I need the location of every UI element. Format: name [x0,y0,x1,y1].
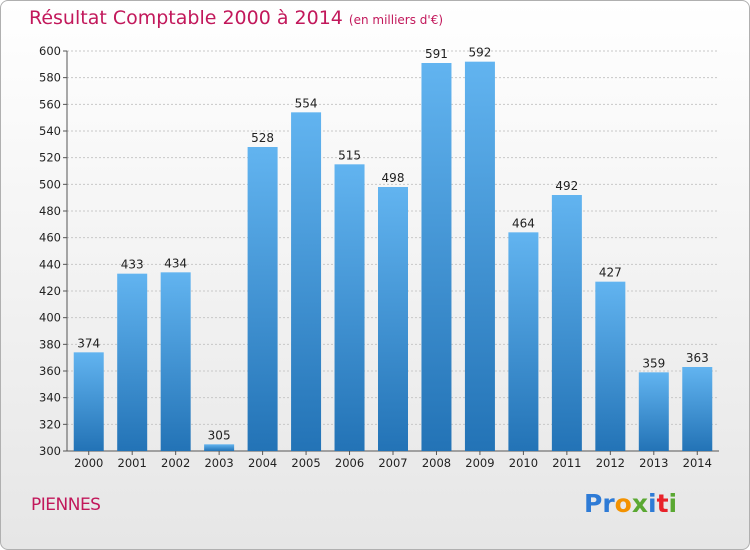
x-tick-label: 2005 [291,456,320,470]
chart-title-row: Résultat Comptable 2000 à 2014 (en millie… [29,7,443,29]
x-tick-label: 2009 [465,456,494,470]
data-label-2005: 554 [295,96,318,110]
chart-title: Résultat Comptable 2000 à 2014 [29,7,343,29]
bar-2003 [204,444,235,451]
x-tick-label: 2013 [639,456,668,470]
bar-2008 [421,63,452,451]
data-label-2002: 434 [164,256,187,270]
data-label-2010: 464 [512,216,535,230]
y-tick-label: 400 [39,311,61,325]
x-tick-label: 2001 [118,456,147,470]
x-tick-label: 2011 [552,456,581,470]
x-tick-label: 2014 [683,456,712,470]
data-label-2011: 492 [555,179,578,193]
bar-2013 [638,372,669,451]
x-tick-label: 2000 [74,456,103,470]
city-name: PIENNES [31,495,101,515]
y-tick-label: 560 [39,97,61,111]
y-tick-label: 340 [39,391,61,405]
y-tick-label: 460 [39,231,61,245]
bar-2006 [334,164,365,452]
bar-2009 [464,61,495,452]
bar-2010 [508,232,539,451]
x-tick-label: 2002 [161,456,190,470]
bar-2004 [247,147,278,451]
y-tick-label: 600 [39,44,61,58]
y-tick-label: 480 [39,204,61,218]
data-label-2013: 359 [642,356,665,370]
bar-2002 [160,272,191,451]
data-label-2006: 515 [338,148,361,162]
bar-2014 [682,367,713,451]
data-label-2001: 433 [121,258,144,272]
bar-2000 [73,352,104,451]
y-tick-label: 520 [39,151,61,165]
y-tick-label: 380 [39,337,61,351]
data-label-2000: 374 [77,336,100,350]
bar-2005 [291,112,322,451]
y-tick-label: 580 [39,71,61,85]
data-label-2008: 591 [425,47,448,61]
data-label-2009: 592 [468,46,491,60]
x-tick-label: 2003 [204,456,233,470]
data-label-2003: 305 [208,428,231,442]
y-tick-label: 500 [39,177,61,191]
y-tick-label: 540 [39,124,61,138]
y-tick-label: 420 [39,284,61,298]
y-tick-label: 300 [39,444,61,458]
bar-2011 [551,195,582,451]
x-tick-label: 2007 [378,456,407,470]
x-tick-label: 2012 [596,456,625,470]
x-tick-label: 2006 [335,456,364,470]
y-tick-label: 320 [39,417,61,431]
data-label-2007: 498 [382,171,405,185]
bar-2012 [595,281,626,451]
chart-subtitle: (en milliers d'€) [348,13,444,27]
x-tick-label: 2008 [422,456,451,470]
y-tick-label: 360 [39,364,61,378]
bar-2001 [117,273,148,451]
data-label-2012: 427 [599,266,622,280]
x-tick-label: 2004 [248,456,277,470]
proxiti-logo: Proxiti [584,489,678,518]
y-tick-label: 440 [39,257,61,271]
data-label-2004: 528 [251,131,274,145]
bar-2007 [378,187,408,451]
data-label-2014: 363 [686,351,709,365]
x-tick-label: 2010 [509,456,538,470]
